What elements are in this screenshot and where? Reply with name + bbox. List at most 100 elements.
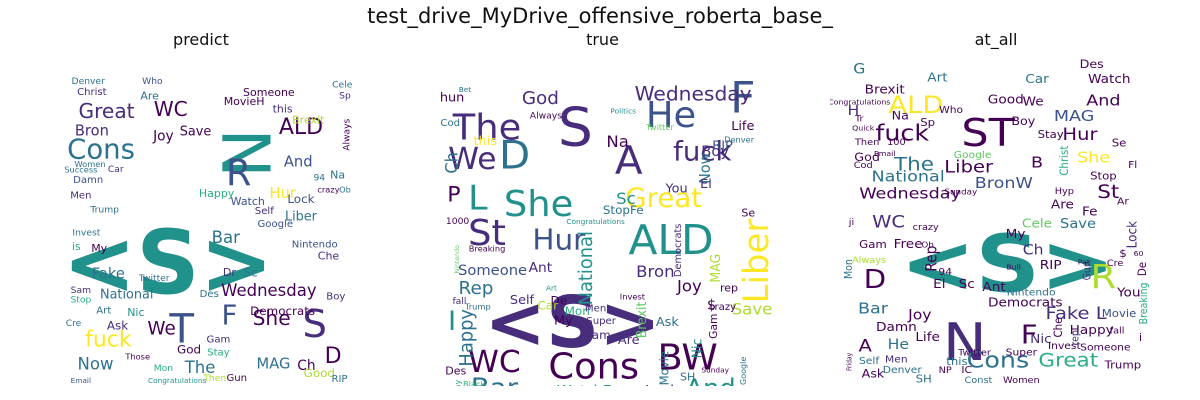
cloud-word: is [72, 240, 81, 253]
cloud-word: We [448, 142, 496, 177]
cloud-word: Mon [154, 363, 174, 374]
cloud-word: Friday [845, 353, 853, 371]
cloud-word: The [184, 358, 216, 377]
cloud-word: fuck [85, 328, 132, 353]
cloud-word: And [685, 373, 735, 386]
cloud-word: Democrats [673, 224, 684, 277]
cloud-word: Wednesday [859, 184, 961, 202]
cloud-word: fall [452, 297, 466, 307]
cloud-word: Congratulations [566, 217, 625, 226]
cloud-word: F [1021, 319, 1038, 350]
cloud-word: Self [510, 292, 535, 307]
cloud-word: S [302, 302, 326, 347]
cloud-word: Congratulations [148, 376, 206, 385]
cloud-word: BW [657, 336, 717, 378]
cloud-word: De [551, 293, 568, 307]
cloud-word: Twitter [645, 122, 674, 132]
cloud-word: Ch [297, 358, 315, 374]
cloud-word: Fake [92, 266, 125, 283]
cloud-word: Stay [1038, 129, 1065, 141]
cloud-word: Twitter [957, 348, 991, 358]
cloud-word: My [1006, 228, 1026, 242]
cloud-word: $ [1119, 247, 1126, 259]
cloud-word: Breaking [469, 244, 506, 254]
cloud-word: Super [1006, 348, 1038, 358]
cloud-word: Bar [212, 228, 240, 247]
cloud-word: Always [852, 255, 886, 265]
cloud-word: Boy [1011, 115, 1035, 128]
cloud-word: $ [707, 298, 716, 314]
cloud-word: Ant [982, 281, 1005, 295]
cloud-word: Google [954, 150, 992, 160]
cloud-word: Cre [1107, 259, 1124, 269]
cloud-word: Na [330, 169, 345, 182]
cloud-word: Des [1080, 58, 1104, 71]
cloud-word: Ask [862, 367, 885, 380]
cloud-word: Gam [207, 335, 231, 346]
cloud-word: B [1031, 153, 1043, 171]
cloud-word: Brexit [292, 114, 325, 127]
cloud-word: ALD [628, 216, 713, 264]
cloud-word: Wednesday [221, 281, 317, 300]
panel-title-predict: predict [173, 30, 229, 49]
cloud-word: Nintendo [292, 239, 338, 250]
cloud-word: RIP [1040, 259, 1062, 273]
cloud-word: Boy [326, 292, 345, 303]
cloud-word: Damn [876, 321, 917, 335]
cloud-word: Now [78, 354, 114, 373]
cloud-word: Se [1112, 137, 1127, 149]
cloud-word: Cele [332, 80, 353, 91]
cloud-word: Gun [1082, 261, 1094, 280]
cloud-word: Bet [459, 85, 472, 94]
cloud-word: crazy [913, 223, 940, 233]
cloud-word: rep [720, 281, 738, 294]
cloud-word: 94 [938, 267, 952, 277]
cloud-word: Bron [636, 262, 674, 281]
cloud-word: Ob [339, 185, 351, 195]
cloud-word: Black [463, 379, 486, 386]
cloud-word: Mon [565, 304, 590, 318]
cloud-word: Great [625, 183, 702, 214]
cloud-word: Christ [1057, 145, 1071, 176]
panel-title-true: true [586, 30, 619, 49]
cloud-word: Who [142, 76, 163, 87]
cloud-word: WC [154, 97, 188, 121]
cloud-word: Car [1025, 73, 1049, 87]
cloud-word: Ob [921, 240, 933, 249]
cloud-word: MAG [257, 355, 291, 372]
cloud-word: She [253, 306, 291, 330]
panel-title-at-all: at_all [974, 30, 1018, 49]
cloud-word: Ant [529, 260, 553, 276]
cloud-word: Always [341, 118, 352, 150]
cloud-word: We [147, 319, 175, 340]
cloud-word: Email [71, 376, 91, 385]
cloud-word: Liber [944, 158, 993, 178]
cloud-word: And [284, 154, 313, 171]
cloud-word: Nic [127, 306, 144, 319]
cloud-word: Life [731, 118, 754, 133]
cloud-word: IC [961, 365, 972, 375]
cloud-word: Life [915, 331, 940, 345]
cloud-word: Breaking [1139, 283, 1151, 325]
cloud-word: Cele [1022, 217, 1052, 231]
cloud-word: You [664, 180, 687, 195]
cloud-word: i [1139, 332, 1142, 344]
cloud-word: Ch [442, 152, 461, 173]
cloud-word: MAG [708, 254, 723, 283]
cloud-word: fuck [673, 137, 732, 168]
cloud-word: Happy [199, 187, 235, 200]
cloud-word: Self [859, 357, 880, 367]
cloud-word: Someone [458, 263, 527, 279]
cloud-word: Bar [858, 300, 888, 318]
cloud-word: R [226, 152, 251, 195]
cloud-word: Hur [1062, 125, 1098, 145]
cloud-word: Car [108, 164, 124, 175]
cloud-word: D [499, 133, 530, 178]
cloud-word: Art [927, 71, 947, 85]
cloud-word: Se [741, 206, 755, 219]
cloud-word: Stay [453, 380, 463, 386]
cloud-word: this [946, 356, 968, 368]
cloud-word: N [209, 128, 286, 177]
